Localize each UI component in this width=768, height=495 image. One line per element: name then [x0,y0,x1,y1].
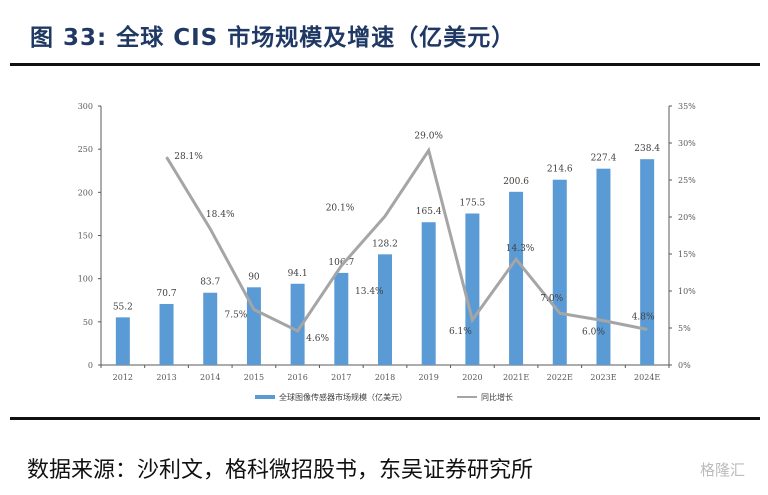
right-tick-label: 35% [678,102,696,111]
bar-label: 214.6 [547,165,573,175]
top-divider [10,63,760,66]
bar [596,168,611,365]
x-tick-label: 2017 [331,373,351,382]
left-tick-label: 50 [83,318,93,327]
bar-label: 94.1 [288,269,308,279]
x-tick-label: 2024E [634,373,660,382]
line-label: 18.4% [206,210,235,220]
right-tick-label: 15% [678,250,696,259]
x-tick-label: 2021E [503,373,529,382]
bar [246,287,261,365]
bar [334,272,349,365]
line-label: 7.5% [224,311,247,321]
left-tick-label: 0 [88,361,93,370]
bar [159,303,174,365]
bar-label: 70.7 [157,289,177,299]
bar [115,317,130,365]
bar [421,222,436,365]
source-note: 数据来源：沙利文，格科微招股书，东吴证券研究所 [27,458,534,483]
x-tick-label: 2019 [419,373,439,382]
line-label: 20.1% [326,203,355,213]
bar [640,159,655,365]
bar-label: 200.6 [503,177,529,187]
left-tick-label: 300 [78,102,93,111]
bar-label: 227.4 [591,154,617,164]
bottom-divider [10,417,760,420]
line-label: 6.1% [449,327,472,337]
right-tick-label: 20% [678,213,696,222]
x-tick-label: 2012 [113,373,133,382]
x-tick-label: 2018 [375,373,395,382]
right-tick-label: 25% [678,176,696,185]
left-tick-label: 150 [78,232,93,241]
bar-label: 128.2 [372,239,398,249]
legend-bar-label: 全球图像传感器市场规模（亿美元） [279,392,407,402]
bar-label: 55.2 [113,302,133,312]
left-tick-label: 100 [78,275,93,284]
bar-label: 106.7 [328,258,354,268]
bar [509,191,524,365]
line-label: 4.8% [632,312,655,322]
bar [290,283,305,365]
line-label: 29.0% [414,131,443,141]
bar-label: 238.4 [634,144,660,154]
line-label: 6.0% [582,328,605,338]
bar-label: 175.5 [460,198,486,208]
right-tick-label: 5% [678,324,691,333]
x-tick-label: 2023E [590,373,616,382]
bar [465,213,480,365]
growth-line [165,146,648,333]
legend-bar-swatch [255,395,275,399]
right-tick-label: 10% [678,287,696,296]
watermark: 格隆汇 [700,461,746,479]
right-tick-label: 30% [678,139,696,148]
right-tick-label: 0% [678,361,691,370]
chart-title: 图 33: 全球 CIS 市场规模及增速（亿美元） [30,25,516,51]
line-label: 7.0% [540,294,563,304]
bar [378,254,392,365]
line-label: 28.1% [174,152,203,162]
x-tick-label: 2014 [200,373,220,382]
x-tick-label: 2022E [547,373,573,382]
line-label: 14.3% [506,244,535,254]
line-label: 13.4% [355,287,384,297]
bar [552,179,567,365]
legend-line-swatch [457,396,477,398]
legend-line-label: 同比增长 [481,392,513,402]
x-tick-label: 2015 [244,373,264,382]
left-tick-label: 200 [78,188,93,197]
left-tick-label: 250 [78,145,93,154]
x-tick-label: 2020 [462,373,482,382]
line-label: 4.6% [306,334,329,344]
x-tick-label: 2016 [287,373,307,382]
bar [203,292,218,365]
x-tick-label: 2013 [156,373,176,382]
bar-label: 90 [248,272,260,282]
bar-label: 83.7 [200,278,220,288]
bar-label: 165.4 [416,207,442,217]
